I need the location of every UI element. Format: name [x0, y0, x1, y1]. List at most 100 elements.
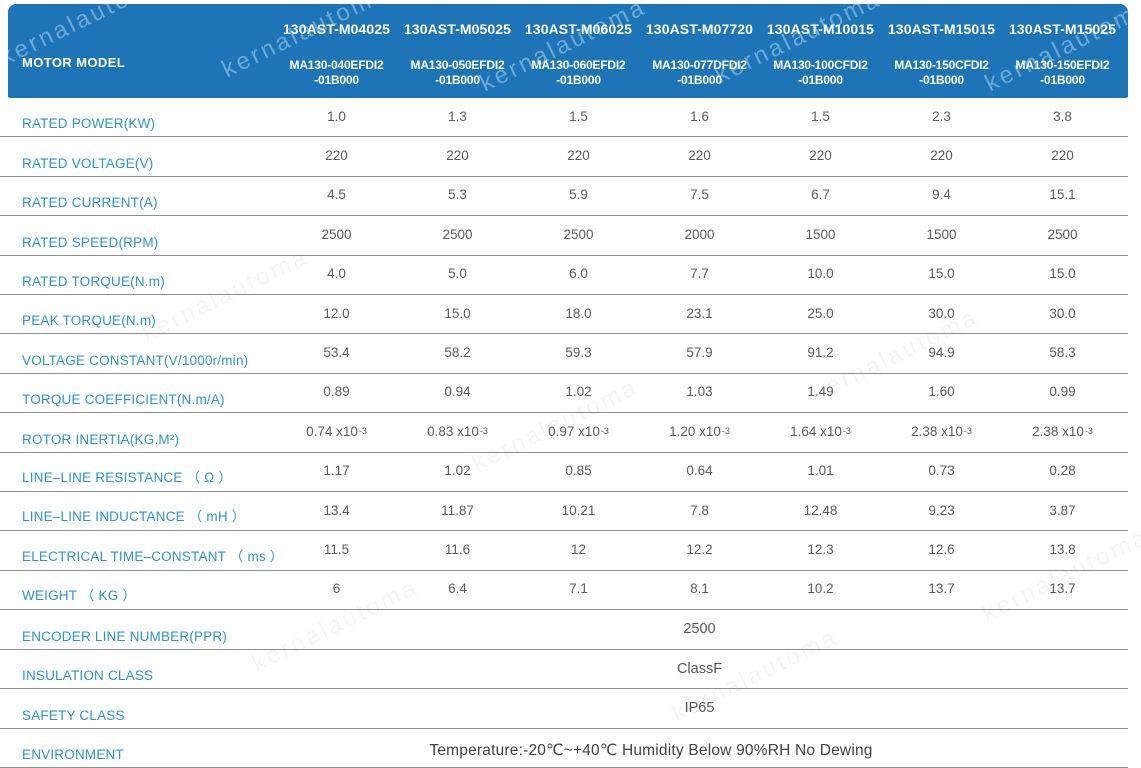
spec-value-cell: 0.85	[565, 463, 592, 479]
spec-value-cell: 220	[688, 147, 711, 163]
motor-code: MA130-077DFDI2 -01B000	[639, 58, 760, 88]
spec-span-value-cell: Temperature:-20℃~+40℃ Humidity Below 90%…	[429, 742, 873, 760]
spec-row-label: ENVIRONMENT	[22, 746, 124, 762]
spec-value-cell: 2500	[321, 226, 352, 242]
spec-value-cell: 6.7	[811, 187, 830, 203]
spec-value-cell: 1500	[926, 226, 957, 242]
motor-model-number: 130AST-M05025	[403, 21, 512, 37]
spec-span-value-cell: IP65	[684, 700, 715, 717]
spec-value-cell: 2500	[563, 226, 594, 242]
spec-row-label: RATED POWER(KW)	[22, 116, 156, 132]
spec-value-cell: 1.60	[928, 384, 955, 400]
spec-value-cell: 10.2	[807, 581, 834, 597]
spec-value-cell: 0.64	[686, 463, 713, 479]
table-row: ENVIRONMENT Temperature:-20℃~+40℃ Humidit…	[0, 729, 1128, 768]
motor-model-column: 130AST-M15025 MA130-150EFDI2 -01B000	[1002, 4, 1123, 98]
motor-code-line2: -01B000	[435, 73, 480, 87]
table-row: RATED VOLTAGE(V) 220 220 220 220 220 220 220	[0, 137, 1128, 177]
spec-value-cell: 1.17	[323, 463, 350, 479]
motor-code-line1: MA130-050EFDI2	[410, 58, 505, 72]
spec-value-cell: 8.1	[690, 581, 709, 597]
motor-code-line1: MA130-040EFDI2	[289, 58, 384, 72]
spec-value-cell: 0.94	[444, 384, 471, 400]
spec-value-cell: 13.8	[1049, 541, 1076, 557]
table-row: LINE–LINE INDUCTANCE （ mH ） 13.4 11.87 10.2…	[0, 492, 1128, 532]
spec-value-cell: 15.1	[1049, 187, 1076, 203]
motor-code-line1: MA130-150CFDI2	[894, 58, 989, 72]
spec-value-cell: 5.9	[569, 187, 588, 203]
spec-value-cell: 6	[332, 581, 341, 597]
motor-code: MA130-150CFDI2 -01B000	[881, 58, 1002, 88]
spec-row-label: PEAK TORQUE(N.m)	[22, 313, 156, 329]
spec-row-label: SAFETY CLASS	[22, 707, 125, 723]
table-row: PEAK TORQUE(N.m) 12.0 15.0 18.0 23.1 25.0 30.0…	[0, 295, 1128, 335]
motor-code-line2: -01B000	[1040, 73, 1085, 87]
spec-value-cell: 7.5	[690, 187, 709, 203]
spec-value-cell: 1.02	[444, 463, 471, 479]
spec-value-cell: 0.97 x10 -3	[548, 423, 609, 439]
spec-table-body: RATED POWER(KW) 1.0 1.3 1.5 1.6 1.5 2.3 3.8 RATE…	[0, 98, 1128, 768]
spec-value-cell: 1.03	[686, 384, 713, 400]
spec-value-cell: 0.73	[928, 463, 955, 479]
spec-row-label: WEIGHT （ KG ）	[22, 588, 137, 604]
motor-code-line1: MA130-100CFDI2	[773, 58, 868, 72]
spec-value-cell: 10.0	[807, 266, 834, 282]
spec-value-cell: 2500	[1047, 226, 1078, 242]
spec-span-value-cell: 2500	[683, 621, 716, 638]
spec-value-cell: 58.3	[1049, 344, 1076, 360]
table-row: WEIGHT （ KG ） 6 6.4 7.1 8.1 10.2 13.7 13.7	[0, 571, 1128, 611]
spec-value-cell: 15.0	[1049, 266, 1076, 282]
spec-value-cell: 58.2	[444, 344, 471, 360]
spec-row-label: VOLTAGE CONSTANT(V/1000r/min)	[22, 352, 249, 368]
motor-code-line1: MA130-060EFDI2	[531, 58, 626, 72]
spec-row-label: ENCODER LINE NUMBER(PPR)	[22, 628, 228, 644]
motor-model-number: 130AST-M06025	[524, 21, 633, 37]
spec-value-cell: 2.3	[932, 108, 951, 124]
spec-value-cell: 0.74 x10 -3	[306, 423, 367, 439]
motor-code: MA130-060EFDI2 -01B000	[518, 58, 639, 88]
spec-value-cell: 1.6	[690, 108, 709, 124]
spec-value-cell: 11.87	[441, 502, 474, 518]
motor-model-column: 130AST-M07720 MA130-077DFDI2 -01B000	[639, 4, 760, 98]
spec-value-cell: 15.0	[928, 266, 955, 282]
spec-row-label: RATED CURRENT(A)	[22, 195, 158, 211]
spec-value-cell: 13.7	[928, 581, 955, 597]
motor-model-number: 130AST-M15025	[1008, 21, 1117, 37]
spec-value-cell: 220	[809, 147, 832, 163]
spec-value-cell: 7.8	[690, 502, 709, 518]
table-header: MOTOR MODEL kernalautoma kernalautoma kern…	[8, 4, 1128, 98]
spec-value-cell: 9.4	[932, 187, 951, 203]
spec-value-cell: 2000	[684, 226, 715, 242]
motor-code-line2: -01B000	[798, 73, 843, 87]
spec-value-cell: 23.1	[686, 305, 713, 321]
spec-value-cell: 7.7	[690, 266, 709, 282]
motor-model-column: 130AST-M05025 MA130-050EFDI2 -01B000	[397, 4, 518, 98]
motor-code-line2: -01B000	[556, 73, 601, 87]
table-row: INSULATION CLASS ClassF	[0, 650, 1128, 690]
spec-value-cell: 0.89	[323, 384, 350, 400]
spec-value-cell: 12.2	[686, 541, 713, 557]
spec-value-cell: 5.0	[448, 266, 467, 282]
motor-model-column: 130AST-M06025 MA130-060EFDI2 -01B000	[518, 4, 639, 98]
spec-value-cell: 3.8	[1053, 108, 1072, 124]
spec-row-label: RATED SPEED(RPM)	[22, 234, 159, 250]
spec-value-cell: 59.3	[565, 344, 592, 360]
motor-code-line2: -01B000	[919, 73, 964, 87]
spec-row-label: INSULATION CLASS	[22, 668, 154, 684]
spec-value-cell: 1.5	[569, 108, 588, 124]
spec-value-cell: 18.0	[565, 305, 592, 321]
spec-row-label: LINE–LINE INDUCTANCE （ mH ）	[22, 509, 246, 525]
spec-row-label: ROTOR INERTIA(KG.M²)	[22, 431, 180, 447]
table-row: RATED POWER(KW) 1.0 1.3 1.5 1.6 1.5 2.3 3.8	[0, 98, 1128, 138]
table-row: VOLTAGE CONSTANT(V/1000r/min) 53.4 58.2 59.…	[0, 334, 1128, 374]
spec-value-cell: 220	[1051, 147, 1074, 163]
motor-model-number: 130AST-M15015	[887, 21, 996, 37]
motor-code-line1: MA130-077DFDI2	[652, 58, 747, 72]
spec-row-label: TORQUE COEFFICIENT(N.m/A)	[22, 392, 225, 408]
spec-value-cell: 13.7	[1049, 581, 1076, 597]
spec-value-cell: 5.3	[448, 187, 467, 203]
spec-value-cell: 1500	[805, 226, 836, 242]
spec-value-cell: 94.9	[928, 344, 955, 360]
motor-model-header-label: MOTOR MODEL	[22, 55, 126, 70]
spec-value-cell: 3.87	[1049, 502, 1076, 518]
